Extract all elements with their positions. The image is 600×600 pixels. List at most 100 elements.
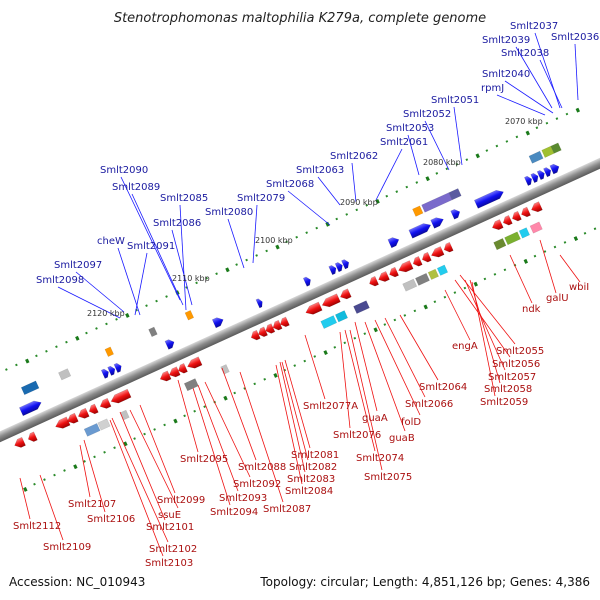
tick-mark-minor (545, 121, 549, 125)
kbp-label: 2080 kbp (423, 158, 461, 167)
gene-label[interactable]: Smlt2057 (488, 372, 536, 383)
gene-label[interactable]: Smlt2085 (160, 193, 208, 204)
accession-text: Accession: NC_010943 (9, 575, 145, 589)
gene-label[interactable]: rpmJ (481, 83, 504, 94)
gene-label[interactable]: Smlt2101 (146, 522, 194, 533)
gene-label[interactable]: Smlt2055 (496, 346, 544, 357)
gene-label[interactable]: Smlt2039 (482, 35, 530, 46)
top-gene-labels: Smlt2037 Smlt2036 Smlt2039 Smlt2038 Smlt… (36, 21, 599, 286)
gene-label[interactable]: Smlt2081 (291, 450, 339, 461)
gene-label[interactable]: Smlt2051 (431, 95, 479, 106)
gene-label[interactable]: Smlt2095 (180, 454, 228, 465)
gene-label[interactable]: Smlt2063 (296, 165, 344, 176)
gene-label[interactable]: wbiI (569, 282, 589, 293)
gene-label[interactable]: Smlt2103 (145, 558, 193, 569)
gene-label[interactable]: Smlt2087 (263, 504, 311, 515)
gene-label[interactable]: engA (452, 341, 478, 352)
tick-mark-major (73, 464, 78, 470)
gene-label[interactable]: Smlt2076 (333, 430, 381, 441)
gene-label[interactable]: Smlt2093 (219, 493, 267, 504)
gene-label[interactable]: folD (401, 417, 421, 428)
label-leader-line (131, 193, 184, 306)
kbp-label: 2090 kbp (340, 198, 378, 207)
tick-mark-minor (363, 332, 367, 335)
gene-label[interactable]: Smlt2036 (551, 32, 599, 43)
plus-gene-arrow (107, 365, 116, 376)
minus-gene-arrow (14, 436, 26, 448)
gene-label[interactable]: Smlt2037 (510, 21, 558, 32)
label-leader-line (304, 334, 326, 400)
gene-label[interactable]: Smlt2080 (205, 207, 253, 218)
minus-gene-arrow (502, 215, 513, 226)
gene-label[interactable]: Smlt2053 (386, 123, 434, 134)
gene-label[interactable]: Smlt2064 (419, 382, 467, 393)
tick-mark-major (123, 441, 128, 447)
minus-strand-genes (14, 201, 543, 448)
minus-gene-arrow (378, 270, 390, 282)
label-leader-line (117, 247, 141, 316)
tick-mark-major (575, 107, 581, 113)
gene-label[interactable]: Smlt2107 (68, 499, 116, 510)
gene-label[interactable]: ndk (522, 304, 541, 315)
gene-label[interactable]: Smlt2106 (87, 514, 135, 525)
gene-label[interactable]: Smlt2090 (100, 165, 148, 176)
gene-label[interactable]: Smlt2058 (484, 384, 532, 395)
gene-label[interactable]: Smlt2091 (127, 241, 175, 252)
gene-label[interactable]: Smlt2083 (287, 474, 335, 485)
feature-box (58, 368, 72, 381)
gene-label[interactable]: Smlt2075 (364, 472, 412, 483)
gene-label[interactable]: galU (546, 293, 569, 304)
gene-label[interactable]: Smlt2088 (238, 462, 286, 473)
feature-box (220, 364, 230, 375)
gene-label[interactable]: Smlt2068 (266, 179, 314, 190)
tick-mark-minor (435, 172, 439, 175)
plus-gene-arrow (387, 237, 400, 249)
gene-label[interactable]: Smlt2052 (403, 109, 451, 120)
gene-label[interactable]: Smlt2059 (480, 397, 528, 408)
gene-label[interactable]: Smlt2038 (501, 48, 549, 59)
gene-label[interactable]: guaB (389, 433, 415, 444)
gene-label[interactable]: Smlt2084 (285, 486, 333, 497)
gene-label[interactable]: Smlt2061 (380, 137, 428, 148)
gene-label[interactable]: Smlt2098 (36, 275, 84, 286)
gene-label[interactable]: Smlt2089 (112, 182, 160, 193)
gene-label[interactable]: Smlt2097 (54, 260, 102, 271)
tick-mark-minor (165, 295, 168, 298)
gene-label[interactable]: Smlt2086 (153, 218, 201, 229)
minus-gene-arrow (321, 293, 341, 308)
gene-label[interactable]: Smlt2066 (405, 399, 453, 410)
gene-label[interactable]: cheW (97, 236, 125, 247)
minus-gene-arrow (187, 356, 203, 369)
minus-gene-arrow (99, 397, 112, 409)
tick-mark-minor (343, 341, 347, 345)
feature-boxes (20, 142, 562, 437)
gene-label[interactable]: Smlt2094 (210, 507, 258, 518)
tick-mark-minor (443, 295, 447, 299)
tick-mark-minor (105, 322, 108, 326)
tick-mark-minor (35, 354, 38, 358)
gene-label[interactable]: Smlt2109 (43, 542, 91, 553)
label-leader-line (444, 289, 471, 341)
gene-label[interactable]: Smlt2062 (330, 151, 378, 162)
gene-label[interactable]: Smlt2056 (492, 359, 540, 370)
label-leader-line (221, 367, 257, 461)
tick-mark-minor (403, 314, 407, 317)
minus-gene-arrow (88, 403, 99, 415)
kbp-label: 2070 kbp (505, 117, 543, 126)
gene-label[interactable]: Smlt2092 (233, 479, 281, 490)
gene-label[interactable]: Smlt2074 (356, 453, 404, 464)
minus-gene-arrow (250, 329, 261, 341)
gene-label[interactable]: Smlt2099 (157, 495, 205, 506)
gene-label[interactable]: Smlt2082 (289, 462, 337, 473)
gene-label[interactable]: Smlt2112 (13, 521, 61, 532)
gene-label[interactable]: Smlt2040 (482, 69, 530, 80)
tick-mark-minor (355, 208, 359, 212)
gene-label[interactable]: Smlt2079 (237, 193, 285, 204)
gene-label[interactable]: Smlt2102 (149, 544, 197, 555)
tick-mark-minor (203, 405, 206, 408)
label-leader-line (349, 329, 383, 471)
gene-label[interactable]: guaA (362, 413, 388, 424)
gene-label[interactable]: ssuE (158, 510, 181, 521)
label-leader-line (83, 439, 106, 513)
gene-label[interactable]: Smlt2077A (303, 401, 358, 412)
